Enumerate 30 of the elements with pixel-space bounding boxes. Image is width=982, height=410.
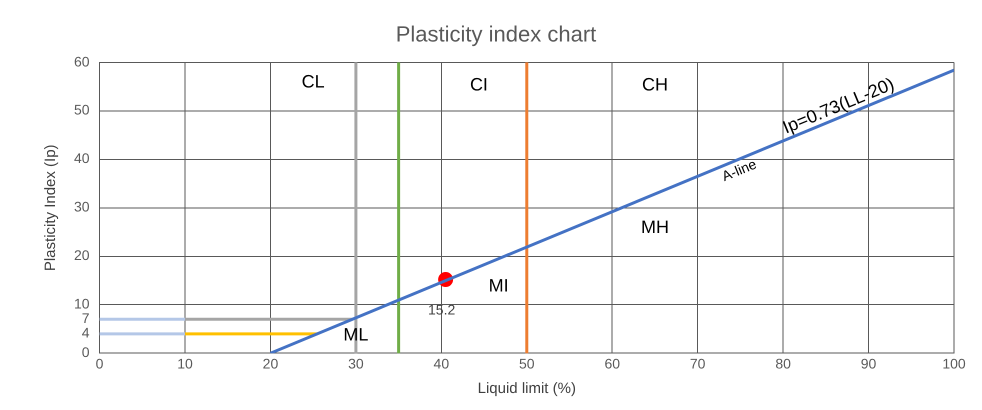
x-tick-label: 40: [434, 355, 450, 372]
x-tick-label: 90: [860, 355, 877, 372]
x-axis-title: Liquid limit (%): [478, 380, 576, 398]
text: A-line: [719, 156, 759, 184]
annotation: MH: [640, 217, 669, 238]
x-tick-label: 10: [177, 355, 194, 372]
x-tick-label: 20: [262, 355, 278, 372]
annotation: CL: [302, 72, 325, 92]
x-tick-label: 0: [96, 355, 104, 372]
y-tick-label: 50: [74, 102, 90, 118]
y-tick-label: 4: [82, 324, 90, 341]
chart-title: Plasticity index chart: [396, 21, 596, 46]
x-tick-label: 80: [775, 355, 792, 372]
annotation: CH: [642, 74, 668, 95]
y-tick-label: 7: [82, 310, 90, 326]
y-tick-label: 20: [74, 247, 90, 264]
x-tick-label: 30: [348, 355, 364, 372]
y-tick-label: 40: [74, 150, 90, 166]
x-tick-label: 70: [690, 355, 706, 372]
y-axis-title: Plasticity Index (Ip): [42, 144, 60, 272]
y-tick-label: 60: [74, 53, 90, 70]
x-tick-label: 100: [942, 355, 966, 372]
x-tick-label: 50: [518, 355, 535, 372]
y-tick-label: 30: [74, 198, 90, 215]
annotation: MI: [488, 275, 509, 296]
x-tick-label: 60: [604, 355, 620, 372]
y-tick-label: 10: [74, 296, 90, 312]
annotation: ML: [343, 324, 368, 345]
annotation: CI: [470, 74, 488, 95]
y-tick-label: 0: [82, 344, 90, 360]
